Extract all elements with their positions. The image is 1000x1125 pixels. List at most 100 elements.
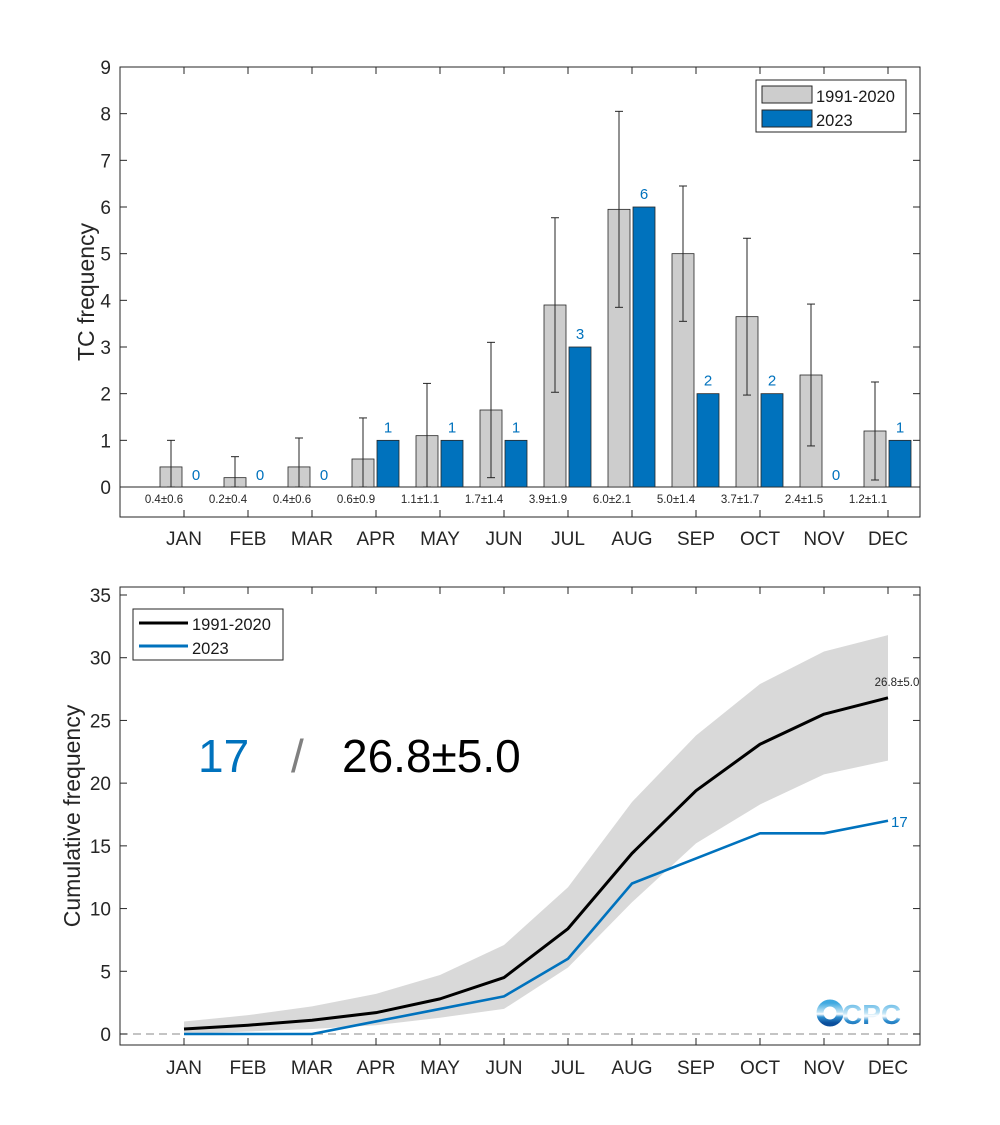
climatology-annotation: 1.2±1.1: [849, 494, 887, 506]
year-total-annotation: 17: [198, 730, 249, 782]
bot-x-tick-label: JAN: [166, 1058, 202, 1079]
legend-label-2023: 2023: [816, 112, 853, 130]
legend-swatch-2023: [761, 109, 813, 128]
year-bar: [632, 206, 656, 488]
top-y-tick-label: 9: [100, 58, 111, 79]
top-value-labels: 0 0 0 1 1 1 3 6 2 2 0 1: [192, 186, 904, 484]
climatology-cumulative-line: [183, 696, 889, 1031]
climatology-annotation: 2.4±1.5: [785, 494, 823, 506]
year-value-label: 0: [192, 467, 200, 484]
top-x-tick-label: MAY: [420, 529, 460, 550]
logo-ring-icon: [816, 999, 844, 1027]
legend-label-2023: 2023: [192, 640, 229, 658]
cpc-logo: CPC: [816, 999, 901, 1030]
year-value-label: 3: [576, 326, 584, 343]
top-x-tick-label: APR: [356, 529, 395, 550]
bot-x-tick-label: OCT: [740, 1058, 781, 1079]
bot-y-tick-label: 20: [90, 774, 111, 795]
year-value-label: 1: [896, 419, 904, 436]
top-y-tick-label: 6: [100, 198, 111, 219]
top-x-tick-label: JUL: [551, 529, 585, 550]
bot-x-tick-label: APR: [356, 1058, 395, 1079]
year-value-label: 2: [768, 373, 776, 390]
climatology-annotation: 0.2±0.4: [209, 494, 248, 506]
year-value-label: 1: [512, 419, 520, 436]
top-x-tick-label: SEP: [677, 529, 715, 550]
top-y-tick-label: 3: [100, 338, 111, 359]
bot-y-tick-label: 0: [100, 1025, 111, 1046]
bot-y-tick-label: 15: [90, 837, 111, 858]
top-y-tick-label: 0: [100, 478, 111, 499]
year-bar: [760, 393, 784, 488]
climatology-annotation: 1.1±1.1: [401, 494, 439, 506]
climatology-total-annotation: 26.8±5.0: [342, 730, 521, 782]
separator-slash: /: [291, 730, 304, 782]
bot-axes-frame: [119, 586, 921, 1046]
cumulative-frequency-chart: 0 5 10 15 20 25 30 35 JAN FEB MAR APR MAY JUN JUL AUG S…: [59, 586, 921, 1079]
bot-y-tick-label: 25: [90, 711, 111, 732]
year-bar: [440, 439, 464, 488]
bot-y-axis-label: Cumulative frequency: [59, 704, 85, 927]
year-value-label: 0: [320, 467, 328, 484]
climatology-end-label: 26.8±5.0: [875, 677, 920, 689]
top-x-tick-label: MAR: [291, 529, 333, 550]
bot-legend: 1991-2020 2023: [132, 608, 284, 661]
year-value-label: 2: [704, 373, 712, 390]
top-y-tick-label: 8: [100, 105, 111, 126]
climatology-annotation: 0.4±0.6: [145, 494, 183, 506]
bot-x-tick-label: JUL: [551, 1058, 585, 1079]
climatology-annotation: 0.4±0.6: [273, 494, 311, 506]
top-y-tick-label: 1: [100, 431, 111, 452]
legend-label-1991-2020: 1991-2020: [816, 88, 895, 106]
climatology-annotation: 0.6±0.9: [337, 494, 375, 506]
top-x-tick-label: FEB: [230, 529, 267, 550]
top-x-tick-label: JAN: [166, 529, 202, 550]
year-bar: [568, 346, 592, 488]
top-climatology-annotations: 0.4±0.6 0.2±0.4 0.4±0.6 0.6±0.9 1.1±1.1 1.7±1…: [145, 494, 887, 506]
year-value-label: 1: [448, 419, 456, 436]
climatology-annotation: 5.0±1.4: [657, 494, 696, 506]
top-y-tick-label: 4: [100, 291, 111, 312]
bot-y-tick-label: 5: [100, 962, 111, 983]
bot-x-tick-label: DEC: [868, 1058, 908, 1079]
bot-x-ticks: JAN FEB MAR APR MAY JUN JUL AUG SEP OCT NOV DEC: [166, 587, 908, 1079]
bot-x-tick-label: NOV: [803, 1058, 845, 1079]
top-x-ticks: JAN FEB MAR APR MAY JUN JUL AUG SEP OCT NOV DEC: [166, 67, 908, 550]
climatology-std-band: [184, 635, 888, 1034]
bot-legend-box: [132, 608, 284, 661]
climatology-annotation: 3.9±1.9: [529, 494, 567, 506]
year-bar: [504, 439, 528, 488]
year-bar: [888, 439, 912, 488]
bot-x-tick-label: MAR: [291, 1058, 333, 1079]
year-bar: [696, 393, 720, 488]
bot-x-tick-label: MAY: [420, 1058, 460, 1079]
year-cumulative-line: [184, 819, 889, 1036]
bot-x-tick-label: JUN: [486, 1058, 523, 1079]
logo-text: CPC: [842, 999, 901, 1030]
top-x-tick-label: AUG: [611, 529, 652, 550]
top-error-bars: [167, 110, 879, 488]
bot-x-tick-label: FEB: [230, 1058, 267, 1079]
climatology-annotation: 1.7±1.4: [465, 494, 504, 506]
year-bar: [376, 439, 400, 488]
year-value-label: 0: [832, 467, 840, 484]
bot-y-tick-label: 30: [90, 649, 111, 670]
top-y-tick-label: 7: [100, 151, 111, 172]
top-y-tick-label: 5: [100, 245, 111, 266]
bot-lines: [183, 696, 889, 1036]
top-x-tick-label: NOV: [803, 529, 845, 550]
top-legend: 1991-2020 2023: [755, 79, 907, 133]
year-value-label: 0: [256, 467, 264, 484]
top-y-ticks: 0 1 2 3 4 5 6 7 8 9: [100, 58, 920, 499]
bot-y-tick-label: 10: [90, 900, 111, 921]
year-value-label: 1: [384, 419, 392, 436]
top-x-tick-label: OCT: [740, 529, 781, 550]
legend-swatch-1991-2020: [761, 85, 813, 104]
top-axes-frame: [119, 66, 921, 518]
top-y-tick-label: 2: [100, 385, 111, 406]
bot-std-band: [184, 635, 888, 1034]
top-y-axis-label: TC frequency: [73, 222, 99, 361]
year-value-label: 6: [640, 186, 648, 203]
climatology-annotation: 3.7±1.7: [721, 494, 759, 506]
